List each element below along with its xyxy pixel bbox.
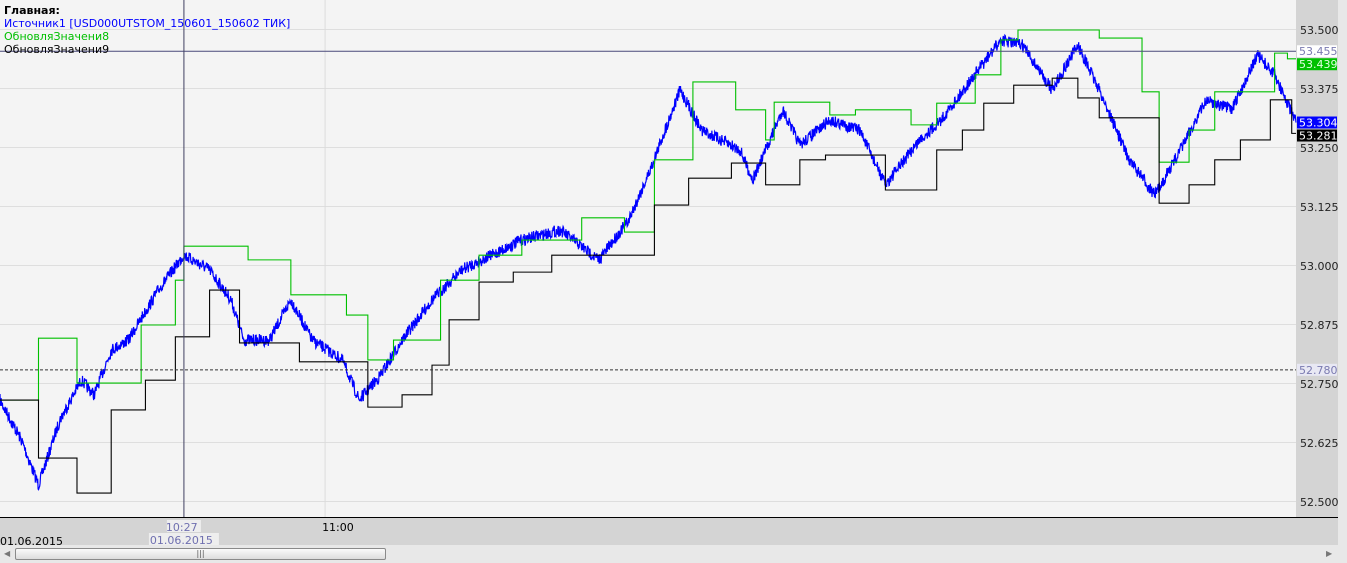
crosshair-date-bg — [148, 533, 219, 545]
price-axis — [1296, 0, 1338, 517]
y-tick-label: 52.500 — [1300, 496, 1338, 509]
last-value-label-1-bg — [1297, 58, 1337, 71]
last-value-label-1: 53.439 — [1299, 58, 1338, 71]
x-start-date-label: 01.06.2015 — [0, 535, 63, 545]
crosshair-time-bg — [166, 520, 201, 532]
legend-item-update9: ОбновляЗначени9 — [4, 43, 110, 56]
y-tick-label: 53.375 — [1300, 83, 1338, 96]
scrollbar-thumb[interactable]: ||| — [15, 548, 386, 560]
level-label-0: 53.455 — [1299, 45, 1338, 58]
crosshair-time-label: 10:27 — [166, 521, 198, 534]
series-line-2 — [0, 77, 1296, 494]
last-value-label-2: 53.281 — [1299, 130, 1338, 143]
scroll-left-icon[interactable]: ◀ — [4, 549, 11, 558]
legend-item-source: Источник1 [USD000UTSTOM_150601_150602 ТИ… — [4, 17, 291, 30]
legend-title: Главная: — [4, 4, 60, 17]
scroll-right-icon[interactable]: ▶ — [1326, 549, 1333, 558]
y-tick-label: 53.500 — [1300, 24, 1338, 37]
series-line-0 — [0, 33, 1297, 491]
horizontal-scrollbar[interactable]: ◀ ||| ▶ — [0, 545, 1338, 563]
legend-item-update8: ОбновляЗначени8 — [4, 30, 110, 43]
level-label-0-bg — [1297, 45, 1337, 58]
plot-area — [0, 0, 1296, 517]
grip-icon: ||| — [196, 549, 205, 558]
last-value-label-0: 53.304 — [1299, 117, 1338, 130]
last-value-label-0-bg — [1297, 116, 1337, 129]
y-tick-label: 52.625 — [1300, 437, 1338, 450]
legend: Главная: Источник1 [USD000UTSTOM_150601_… — [4, 4, 290, 56]
level-label-1: 52.780 — [1299, 364, 1338, 377]
level-label-1-bg — [1297, 363, 1337, 376]
y-tick-label: 52.750 — [1300, 378, 1338, 391]
y-tick-label: 53.000 — [1300, 260, 1338, 273]
vertical-scrollbar[interactable] — [1338, 0, 1347, 563]
time-axis — [0, 517, 1338, 545]
crosshair-date-label: 01.06.2015 — [150, 534, 213, 545]
y-tick-label: 52.875 — [1300, 319, 1338, 332]
x-tick-label: 11:00 — [322, 521, 354, 534]
last-value-label-2-bg — [1297, 129, 1337, 142]
y-tick-label: 53.125 — [1300, 201, 1338, 214]
y-tick-label: 53.250 — [1300, 142, 1338, 155]
price-chart[interactable]: 53.500 53.375 53.250 53.125 53.000 52.875 52.7… — [0, 0, 1338, 545]
series-line-1 — [0, 29, 1296, 401]
